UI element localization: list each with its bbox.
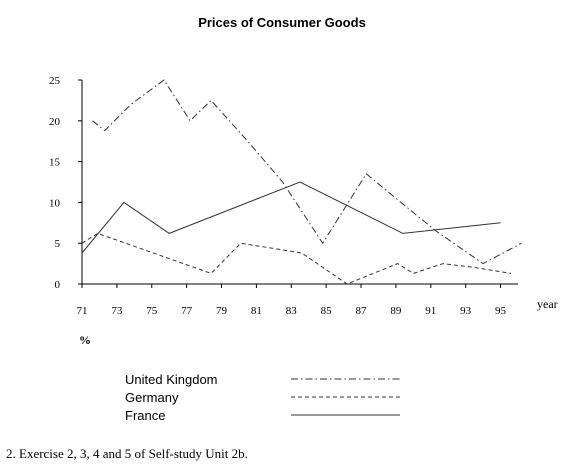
y-tick-label: 10 [49, 197, 61, 209]
x-tick-label: 85 [321, 305, 333, 317]
plot-lines [81, 79, 522, 285]
y-ticks: 0 5 10 15 20 25 [49, 75, 82, 291]
x-tick-label: 81 [251, 305, 262, 317]
x-tick-label: 73 [111, 305, 123, 317]
legend-label-united-kingdom: United Kingdom [125, 372, 218, 387]
x-axis-label: year [537, 297, 558, 311]
chart-title: Prices of Consumer Goods [198, 15, 366, 30]
y-tick-label: 15 [49, 157, 61, 169]
y-tick-label: 5 [55, 238, 61, 250]
x-tick-label: 75 [146, 305, 158, 317]
series-line-united-kingdom [92, 79, 522, 265]
legend: United Kingdom Germany France [125, 372, 400, 423]
y-axis-unit-label: % [79, 333, 91, 347]
x-tick-label: 87 [356, 305, 368, 317]
legend-label-germany: Germany [125, 390, 179, 405]
footnote: 2. Exercise 2, 3, 4 and 5 of Self-study … [6, 446, 248, 461]
series-line-germany [81, 232, 512, 285]
x-tick-label: 93 [460, 305, 472, 317]
series-line-france [81, 181, 501, 254]
x-tick-label: 79 [216, 305, 228, 317]
axes [81, 80, 518, 285]
y-tick-label: 20 [49, 116, 61, 128]
x-ticks: 71 73 75 77 79 81 83 85 87 89 91 93 95 [77, 284, 507, 317]
x-tick-label: 89 [390, 305, 402, 317]
legend-label-france: France [125, 408, 165, 423]
x-tick-label: 83 [286, 305, 298, 317]
y-tick-label: 0 [55, 279, 61, 291]
x-tick-label: 77 [181, 305, 193, 317]
x-tick-label: 95 [495, 305, 507, 317]
x-tick-label: 91 [425, 305, 436, 317]
x-tick-label: 71 [77, 305, 88, 317]
y-tick-label: 25 [49, 75, 61, 87]
